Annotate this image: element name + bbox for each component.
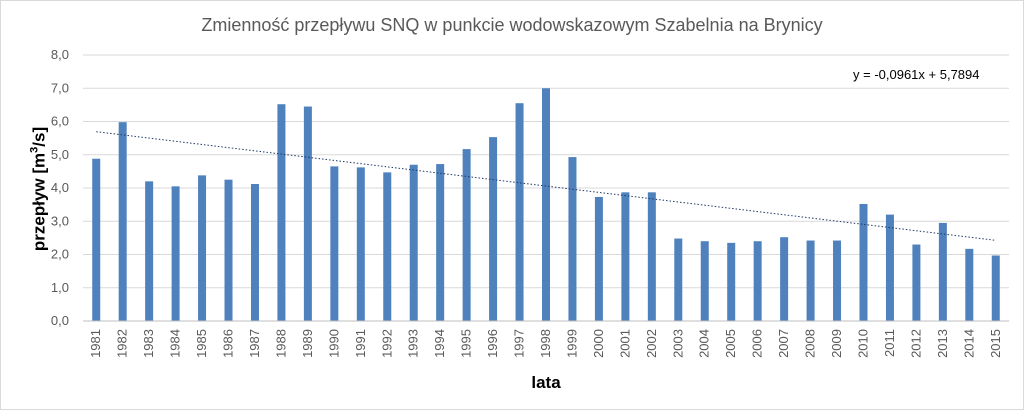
x-tick-label: 1998 [538,329,553,358]
trendline-equation: y = -0,0961x + 5,7894 [853,67,980,82]
x-tick-label: 1983 [141,329,156,358]
chart-title: Zmienność przepływu SNQ w punkcie wodows… [201,15,823,35]
bar [409,164,418,321]
trendline [96,131,996,241]
x-tick-label: 2013 [935,329,950,358]
x-tick-label: 1999 [564,329,579,358]
bar [859,203,868,321]
x-tick-label: 2014 [961,329,976,358]
bar [489,137,498,321]
x-tick-label: 2008 [803,329,818,358]
bar [727,242,736,321]
bar [277,104,286,322]
bar [171,186,180,321]
bar [198,175,207,321]
x-tick-label: 1990 [326,329,341,358]
bar [965,248,974,321]
y-tick-label: 2,0 [51,247,69,262]
x-tick-label: 2015 [988,329,1003,358]
bar [542,88,550,321]
x-tick-label: 1984 [168,329,183,358]
bar [938,222,947,321]
bar [92,158,101,321]
bar [330,166,339,321]
bar [436,164,445,321]
x-axis-label: lata [531,373,561,392]
bar [515,103,524,322]
bar [647,192,656,321]
x-tick-label: 1982 [115,329,130,358]
bar [594,196,603,321]
bar [806,240,815,321]
bar [462,149,471,321]
x-tick-label: 1991 [353,329,368,358]
bar [621,192,630,321]
y-tick-label: 4,0 [51,180,69,195]
bar [700,241,709,321]
x-tick-label: 2001 [617,329,632,358]
bar [118,122,127,321]
bar [674,238,683,321]
bar [885,214,894,321]
x-tick-label: 1995 [459,329,474,358]
x-tick-label: 2003 [670,329,685,358]
bar [303,106,312,321]
x-tick-label: 2002 [644,329,659,358]
x-tick-label: 1993 [406,329,421,358]
x-tick-label: 2012 [908,329,923,358]
x-tick-label: 1981 [88,329,103,358]
x-tick-label: 2009 [829,329,844,358]
x-tick-label: 2005 [723,329,738,358]
bar [568,157,577,321]
bar [250,184,259,321]
x-tick-label: 2011 [882,329,897,357]
x-tick-label: 2000 [591,329,606,358]
bar [833,240,842,321]
x-tick-label: 1994 [432,329,447,358]
y-tick-label: 1,0 [51,280,69,295]
bar [356,167,365,321]
y-tick-label: 5,0 [51,147,69,162]
x-tick-label: 2006 [750,329,765,358]
y-tick-label: 8,0 [51,47,69,62]
y-tick-label: 7,0 [51,80,69,95]
bar [780,237,789,321]
bar [753,241,762,321]
x-tick-label: 2007 [776,329,791,358]
x-tick-label: 2004 [697,329,712,358]
x-tick-label: 1989 [300,329,315,358]
x-tick-label: 1987 [247,329,262,358]
y-tick-label: 6,0 [51,114,69,129]
y-tick-label: 0,0 [51,313,69,328]
bar [991,255,1000,321]
y-tick-label: 3,0 [51,213,69,228]
x-tick-label: 1992 [379,329,394,358]
bar [383,172,392,321]
x-tick-label: 1986 [221,329,236,358]
x-tick-label: 1988 [273,329,288,358]
bar [912,244,921,321]
bar [224,179,233,321]
x-tick-label: 1996 [485,329,500,358]
x-tick-label: 2010 [855,329,870,358]
bar [145,181,154,321]
x-tick-label: 1985 [194,329,209,358]
x-tick-label: 1997 [512,329,527,358]
